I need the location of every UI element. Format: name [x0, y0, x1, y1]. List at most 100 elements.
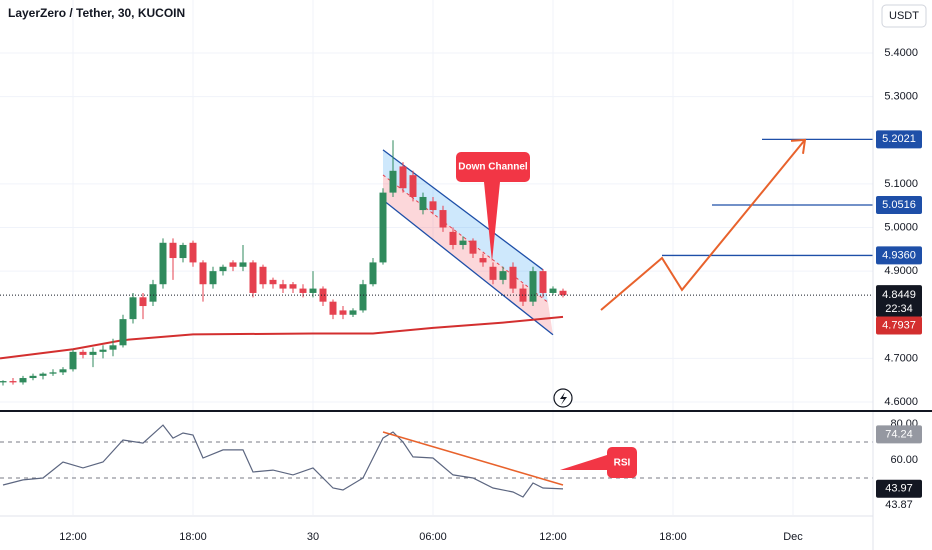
candle-body	[279, 284, 287, 289]
candle-body	[489, 266, 497, 280]
candle-body	[169, 242, 177, 259]
y-tick-label: 4.9000	[884, 265, 918, 277]
axes: 12:00 18:00 30 06:00 12:00 18:00 Dec 5.4000 5.30…	[59, 47, 922, 543]
candle-body	[209, 271, 217, 285]
candle-body	[19, 378, 27, 383]
level-tag	[876, 196, 922, 214]
x-tick-label: 12:00	[539, 531, 567, 543]
countdown: 22:34	[885, 303, 913, 315]
candle-body	[99, 349, 107, 352]
ma-price-tag	[876, 316, 922, 335]
candle-body	[69, 351, 77, 370]
candle-body	[179, 244, 187, 259]
channel-midline	[382, 174, 549, 303]
x-tick-label: 06:00	[419, 531, 447, 543]
candle-body	[89, 351, 97, 355]
channel-upper	[382, 149, 544, 271]
channel-upper-fill	[383, 149, 548, 303]
candle-body	[129, 297, 137, 320]
candle-body	[259, 266, 267, 285]
rsi-callout: RSI	[560, 447, 637, 478]
y-tick-label: 5.3000	[884, 91, 918, 103]
x-tick-label: 30	[307, 531, 319, 543]
candle-body	[149, 284, 157, 302]
candle-body	[349, 310, 357, 315]
down-channel-callout: Down Channel	[456, 152, 530, 262]
annotation: Down Channel	[458, 162, 528, 173]
candle-body	[359, 284, 367, 311]
candle-body	[399, 166, 407, 189]
candle-body	[419, 196, 427, 211]
grid	[0, 0, 873, 515]
candle-body	[49, 372, 57, 374]
callout-pointer	[484, 182, 500, 262]
candle-body	[439, 210, 447, 228]
candle-body	[59, 369, 67, 373]
rsi-tag	[876, 425, 922, 444]
y-tick-label: 5.1000	[884, 178, 918, 190]
last-price-label: 4.8449	[882, 289, 916, 301]
candle-body	[229, 262, 237, 267]
chart-title: LayerZero / Tether, 30, KUCOIN	[8, 6, 185, 20]
channel-lower	[382, 199, 554, 336]
y-tick-label: 5.4000	[884, 47, 918, 59]
projection-arrow	[600, 139, 806, 311]
candle-body	[139, 297, 147, 307]
candle-body	[289, 284, 297, 289]
candle-body	[199, 262, 207, 285]
candle-body	[469, 240, 477, 254]
rsi-trendline	[382, 431, 564, 486]
y-tick-label: 5.0000	[884, 221, 918, 233]
candle-body	[79, 351, 87, 355]
candle-body	[39, 373, 47, 376]
candle-body	[499, 271, 507, 280]
candle-body	[219, 266, 227, 272]
candle-body	[389, 170, 397, 193]
candle-body	[269, 279, 277, 285]
candle-body	[459, 240, 467, 245]
level-tag-label: 4.9360	[882, 249, 916, 261]
level-tag	[876, 246, 922, 265]
x-tick-label: 18:00	[659, 531, 687, 543]
candle-body	[249, 262, 257, 293]
candle-body	[189, 242, 197, 263]
moving-average	[0, 315, 564, 360]
y-tick-label: 60.00	[890, 454, 918, 466]
candle-body	[299, 288, 307, 293]
last-price-tag	[876, 285, 922, 318]
candle-body	[449, 231, 457, 245]
candle-body	[329, 301, 337, 315]
annotation: RSI	[614, 458, 631, 469]
candle-body	[9, 381, 17, 383]
candle-body	[239, 262, 247, 267]
rsi-tag-label: 74.24	[885, 428, 913, 440]
level-tag	[876, 130, 922, 149]
level-tag-label: 5.2021	[882, 133, 916, 145]
candle-body	[429, 201, 437, 211]
candle-body	[159, 242, 167, 285]
candle-body	[509, 266, 517, 289]
candle-body	[119, 319, 127, 346]
x-tick-label: 18:00	[179, 531, 207, 543]
candle-body	[319, 288, 327, 302]
currency-box[interactable]	[881, 4, 927, 28]
y-tick-label: 4.6000	[884, 396, 918, 408]
candle-body	[369, 262, 377, 285]
candle-body	[0, 381, 7, 383]
arrow-head	[790, 138, 807, 154]
candle-body	[379, 192, 387, 263]
level-tag-label: 5.0516	[882, 199, 916, 211]
candle-body	[29, 375, 37, 379]
candle-body	[409, 175, 417, 197]
rsi-tag-label: 43.97	[885, 483, 913, 495]
candle-body	[549, 288, 557, 293]
callout-pointer	[560, 455, 607, 470]
alert-icon[interactable]	[553, 388, 573, 408]
rsi-tag	[876, 479, 922, 498]
candle-body	[109, 345, 117, 350]
candle-body	[339, 310, 347, 315]
x-tick-label: 12:00	[59, 531, 87, 543]
rsi-line	[2, 424, 564, 498]
candle-body	[479, 258, 487, 263]
